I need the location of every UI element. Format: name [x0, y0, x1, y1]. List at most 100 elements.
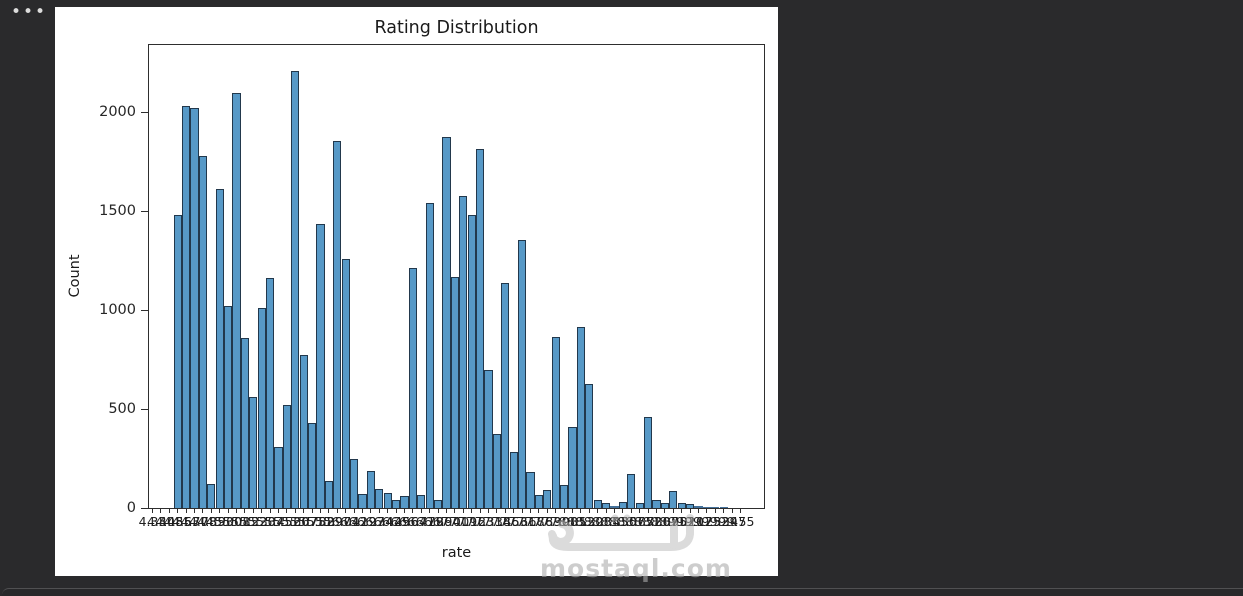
x-tick-mark	[387, 508, 389, 513]
x-tick-mark	[210, 508, 212, 513]
x-tick-mark	[639, 508, 641, 513]
x-tick-mark	[622, 508, 624, 513]
bar	[467, 215, 476, 508]
x-tick-label: 5.82	[306, 514, 335, 529]
x-tick-label: 9.47	[718, 514, 747, 529]
x-tick-label: 4.70	[180, 514, 209, 529]
chart-panel: Rating Distribution 4.33 4.40 4.48 4.55 4.63…	[55, 7, 778, 576]
bar	[265, 277, 275, 508]
x-tick-mark	[202, 508, 204, 513]
x-tick-label: 8.72	[634, 514, 663, 529]
x-tick-label: 9.39	[709, 514, 738, 529]
x-tick-label: 5.60	[281, 514, 310, 529]
x-tick-label: 5.37	[256, 514, 285, 529]
x-tick-label: 7.09	[449, 514, 478, 529]
x-tick-mark	[664, 508, 666, 513]
bar	[215, 188, 224, 508]
bar	[492, 433, 502, 508]
bar	[173, 215, 182, 508]
x-tick-label: 5.89	[314, 514, 343, 529]
bar	[677, 503, 686, 508]
x-tick-label: 4.78	[188, 514, 217, 529]
bar	[610, 506, 619, 508]
x-tick-label: 7.38	[482, 514, 511, 529]
bar	[660, 503, 670, 508]
x-tick-mark	[420, 508, 422, 513]
x-tick-label: 7.31	[474, 514, 503, 529]
bar	[417, 495, 426, 508]
x-tick-mark	[479, 508, 481, 513]
x-tick-mark	[454, 508, 456, 513]
x-tick-label: 5.15	[230, 514, 259, 529]
bar	[534, 495, 544, 508]
x-tick-label: 5.30	[247, 514, 276, 529]
bar	[375, 489, 384, 508]
x-tick-mark	[370, 508, 372, 513]
x-tick-label: 4.33	[138, 514, 167, 529]
x-tick-label: 7.23	[466, 514, 495, 529]
bar	[425, 203, 434, 508]
x-tick-mark	[160, 508, 162, 513]
x-tick-label: 6.49	[382, 514, 411, 529]
bar	[484, 369, 493, 508]
bar	[207, 484, 216, 508]
x-tick-mark	[555, 508, 557, 513]
x-tick-mark	[286, 508, 288, 513]
x-tick-mark	[697, 508, 700, 513]
bar	[669, 491, 678, 508]
y-tick-mark	[141, 507, 148, 509]
bottom-panel-edge	[2, 588, 1243, 596]
bar	[509, 451, 518, 508]
y-tick-mark	[141, 408, 148, 410]
y-axis-label: Count	[67, 254, 83, 298]
bar	[450, 276, 460, 508]
x-tick-mark	[689, 508, 691, 513]
x-tick-mark	[630, 508, 632, 513]
x-tick-mark	[445, 508, 448, 513]
x-tick-label: 6.42	[373, 514, 402, 529]
x-tick-mark	[319, 508, 322, 513]
bar	[601, 503, 611, 508]
bar	[459, 196, 468, 508]
bar	[501, 282, 510, 508]
window-menu-ellipsis-icon[interactable]: •••	[11, 2, 48, 22]
x-tick-mark	[580, 508, 582, 513]
x-tick-mark	[244, 508, 246, 513]
bar	[333, 141, 342, 508]
x-tick-label: 5.08	[222, 514, 251, 529]
x-tick-label: 7.68	[516, 514, 545, 529]
x-tick-label: 5.00	[214, 514, 243, 529]
bar	[643, 417, 653, 508]
bar	[274, 446, 283, 508]
x-tick-mark	[429, 508, 431, 513]
x-tick-label: 9.32	[701, 514, 730, 529]
bar	[282, 405, 292, 508]
x-tick-mark	[303, 508, 305, 513]
x-tick-mark	[345, 508, 347, 513]
x-tick-mark	[311, 508, 313, 513]
x-tick-mark	[613, 508, 616, 513]
x-tick-mark	[487, 508, 490, 513]
bar	[190, 108, 199, 508]
x-tick-mark	[571, 508, 574, 513]
x-tick-label: 4.40	[146, 514, 175, 529]
x-tick-mark	[739, 508, 742, 513]
x-tick-mark	[723, 508, 725, 513]
x-tick-mark	[672, 508, 674, 513]
y-tick-label: 1000	[99, 302, 136, 319]
bar	[475, 149, 485, 508]
bar	[181, 106, 191, 508]
bar	[232, 92, 241, 508]
bar	[559, 485, 569, 508]
x-tick-mark	[185, 508, 187, 513]
x-tick-label: 5.52	[272, 514, 301, 529]
bar	[652, 500, 661, 508]
bar	[526, 472, 535, 508]
bar	[694, 506, 703, 508]
x-tick-label: 4.48	[155, 514, 184, 529]
x-tick-mark	[706, 508, 708, 513]
bar	[442, 137, 451, 508]
x-tick-mark	[227, 508, 229, 513]
x-tick-mark	[177, 508, 179, 513]
